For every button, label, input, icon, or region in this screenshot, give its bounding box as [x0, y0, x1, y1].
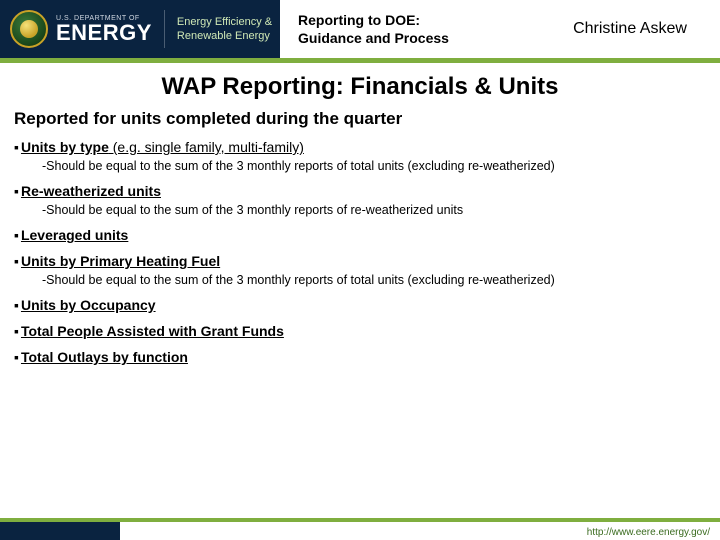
bullet-item: Units by Occupancy: [14, 297, 706, 313]
footer-bar: http://www.eere.energy.gov/: [0, 522, 720, 540]
header-right: Christine Askew: [540, 0, 720, 58]
footer: http://www.eere.energy.gov/: [0, 518, 720, 540]
bullet-label: Units by Primary Heating Fuel: [21, 253, 220, 269]
subheading: Reported for units completed during the …: [14, 109, 706, 129]
bullet-note: -Should be equal to the sum of the 3 mon…: [42, 203, 706, 217]
eere-line1: Energy Efficiency &: [177, 15, 272, 29]
energy-logo-text: U.S. DEPARTMENT OF ENERGY: [56, 15, 152, 44]
bullet-item: Re-weatherized units: [14, 183, 706, 199]
eere-line2: Renewable Energy: [177, 29, 272, 43]
footer-navy-block: [0, 522, 120, 540]
bullet-item: Units by Primary Heating Fuel: [14, 253, 706, 269]
logo-block: U.S. DEPARTMENT OF ENERGY Energy Efficie…: [0, 0, 272, 58]
slide-title: WAP Reporting: Financials & Units: [0, 73, 720, 101]
energy-word: ENERGY: [56, 22, 152, 44]
bullet-note: -Should be equal to the sum of the 3 mon…: [42, 273, 706, 287]
bullet-label: Units by type: [21, 139, 109, 155]
author-name: Christine Askew: [573, 20, 687, 38]
bullet-item: Total Outlays by function: [14, 349, 706, 365]
bullet-note: -Should be equal to the sum of the 3 mon…: [42, 159, 706, 173]
header-center: Reporting to DOE: Guidance and Process: [280, 0, 540, 58]
footer-url: http://www.eere.energy.gov/: [587, 527, 710, 538]
green-accent-bar: [0, 58, 720, 63]
header-bar: U.S. DEPARTMENT OF ENERGY Energy Efficie…: [0, 0, 720, 58]
doe-seal-icon: [10, 10, 48, 48]
bullet-label: Total People Assisted with Grant Funds: [21, 323, 284, 339]
bullet-label: Total Outlays by function: [21, 349, 188, 365]
bullet-label: Re-weatherized units: [21, 183, 161, 199]
bullet-label: Units by Occupancy: [21, 297, 156, 313]
header-center-line1: Reporting to DOE:: [298, 11, 540, 29]
header-center-line2: Guidance and Process: [298, 29, 540, 47]
bullet-paren: (e.g. single family, multi-family): [109, 139, 304, 155]
bullet-item: Units by type (e.g. single family, multi…: [14, 139, 706, 155]
content-area: Reported for units completed during the …: [0, 109, 720, 365]
bullet-item: Total People Assisted with Grant Funds: [14, 323, 706, 339]
eere-text: Energy Efficiency & Renewable Energy: [177, 15, 272, 44]
vertical-divider: [164, 10, 165, 48]
bullet-label: Leveraged units: [21, 227, 128, 243]
bullet-item: Leveraged units: [14, 227, 706, 243]
